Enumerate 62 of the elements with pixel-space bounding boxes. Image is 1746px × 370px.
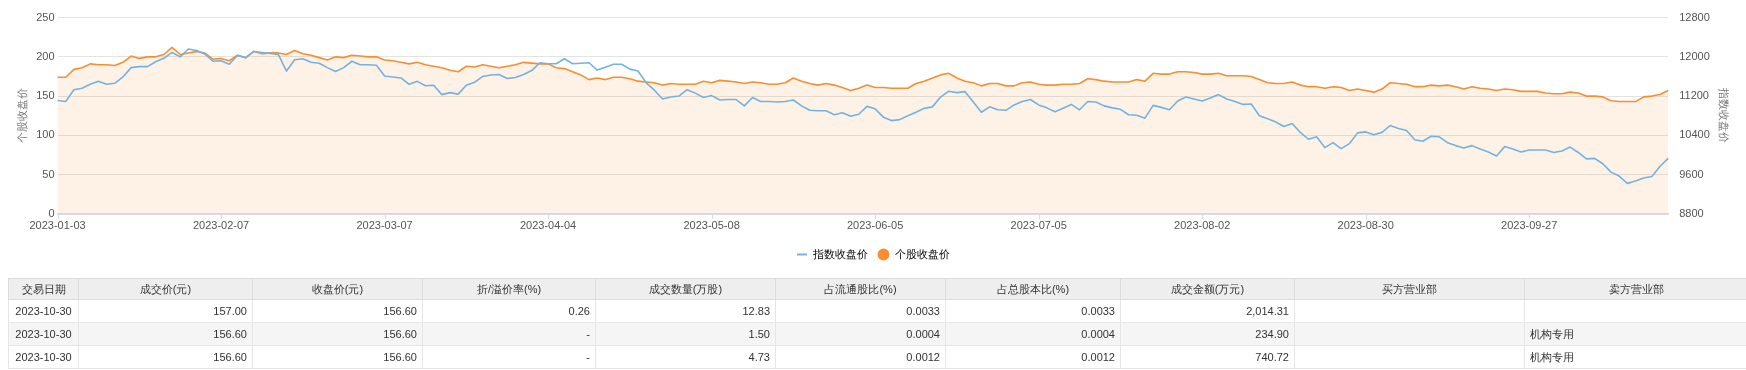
y2-tick-label: 11200 [1679, 89, 1709, 102]
y2-tick-label: 10400 [1679, 128, 1710, 141]
y2-tick-label: 9600 [1679, 167, 1704, 180]
text: 机构专用 [1530, 350, 1574, 363]
text: 2023-10-30 [15, 305, 72, 317]
category-label: 交易日期 [8, 278, 79, 300]
y-tick-label: 150 [36, 89, 55, 102]
category-label: 占总股本比(%) [945, 278, 1121, 300]
text: 740.72 [1255, 351, 1289, 363]
text: 157.00 [213, 305, 247, 317]
text: 4.73 [748, 351, 770, 363]
x-tick-label: 2023-01-03 [29, 219, 86, 232]
x-tick-label: 2023-07-05 [1010, 219, 1067, 232]
category-label: 折/溢价率(%) [422, 278, 596, 300]
category-label: 成交金额(万元) [1120, 278, 1295, 300]
y-tick-label: 200 [36, 49, 55, 62]
x-tick-label: 2023-05-08 [683, 219, 740, 232]
text: 1.50 [748, 328, 770, 340]
category-label: 成交数量(万股) [595, 278, 776, 300]
text: - [586, 351, 590, 363]
category-label: 成交价(元) [78, 278, 253, 300]
text: 0.0004 [1081, 328, 1115, 340]
text: 0.0033 [906, 305, 940, 317]
text: 156.60 [383, 351, 417, 363]
y-tick-label: 0 [48, 206, 55, 219]
x-tick-label: 2023-03-07 [356, 219, 413, 232]
category-label: 占流通股比(%) [775, 278, 946, 300]
x-tick-label: 2023-08-30 [1337, 219, 1394, 232]
text: 156.60 [383, 305, 417, 317]
x-tick-label: 2023-02-07 [192, 219, 250, 232]
text: 234.90 [1255, 328, 1289, 340]
category-label: 买方营业部 [1294, 278, 1525, 300]
text: 0.0004 [906, 328, 940, 340]
y2-tick-label: 12000 [1679, 49, 1710, 62]
legend-label: 指数收盘价 [812, 247, 868, 260]
text: 机构专用 [1530, 327, 1574, 340]
y2-tick-label: 12800 [1679, 10, 1710, 23]
y-tick-label: 100 [36, 128, 55, 141]
text: 2,014.31 [1246, 305, 1289, 317]
text: 0.26 [568, 305, 590, 317]
x-tick-label: 2023-09-27 [1501, 219, 1558, 232]
y-tick-label: 250 [36, 10, 55, 23]
legend-label: 个股收盘价 [894, 247, 950, 260]
x-tick-label: 2023-04-04 [519, 219, 577, 232]
y-axis-title: 个股收盘价 [15, 88, 28, 144]
text: 156.60 [383, 328, 417, 340]
text: 0.0012 [906, 351, 940, 363]
text: 2023-10-30 [15, 351, 72, 363]
y2-tick-label: 8800 [1679, 206, 1704, 219]
y-tick-label: 50 [42, 167, 55, 180]
text: 12.83 [742, 305, 770, 317]
category-label: 卖方营业部 [1524, 278, 1746, 300]
text: - [586, 328, 590, 340]
text: 156.60 [213, 328, 247, 340]
text: 156.60 [213, 351, 247, 363]
category-label: 收盘价(元) [252, 278, 423, 300]
text: 0.0033 [1081, 305, 1115, 317]
x-tick-label: 2023-08-02 [1174, 219, 1231, 232]
y2-axis-title: 指数收盘价 [1718, 87, 1731, 144]
x-tick-label: 2023-06-05 [847, 219, 904, 232]
text: 2023-10-30 [15, 328, 72, 340]
text: 0.0012 [1081, 351, 1115, 363]
